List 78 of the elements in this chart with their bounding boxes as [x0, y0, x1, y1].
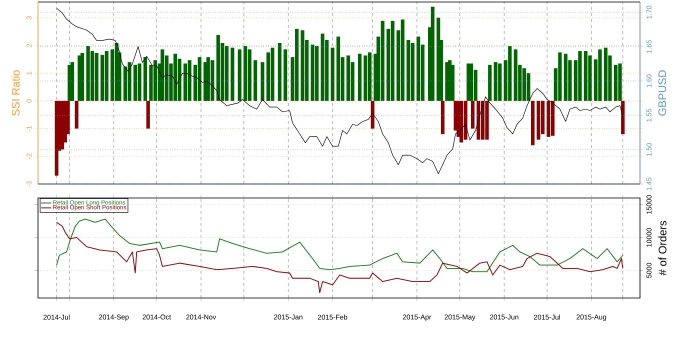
bar [138, 63, 142, 101]
bar [578, 51, 582, 101]
bar [564, 54, 568, 101]
bar [336, 36, 340, 101]
bar [320, 34, 324, 101]
bar [100, 54, 104, 101]
bar [160, 49, 164, 101]
bar [244, 46, 248, 101]
bar [546, 100, 550, 137]
bar [558, 52, 562, 101]
bar [406, 40, 410, 101]
y2-axis-title: GBPUSD [658, 70, 666, 116]
bar [584, 51, 588, 101]
bar [464, 100, 468, 140]
bar [133, 64, 138, 101]
bar [400, 19, 404, 101]
bar [94, 52, 98, 101]
bar [230, 48, 234, 101]
bar [618, 63, 622, 101]
y-axis-title: # of Orders [658, 220, 666, 276]
bar [588, 55, 592, 101]
bar [80, 52, 84, 101]
bar [469, 63, 474, 101]
bar [206, 57, 210, 101]
bar [536, 100, 540, 140]
bar [146, 100, 150, 129]
bar [530, 100, 535, 146]
bar [238, 49, 242, 101]
bar [300, 30, 304, 101]
bar [494, 62, 498, 101]
bar [380, 20, 384, 101]
bar [370, 100, 374, 129]
y-axis-title: SSI Ratio [12, 70, 20, 116]
bar [621, 100, 625, 134]
line-series [56, 8, 624, 174]
bar [270, 48, 274, 101]
bar [346, 55, 350, 101]
bar [254, 60, 258, 101]
bar [188, 60, 192, 101]
bar [310, 44, 314, 101]
bar [70, 62, 74, 101]
bar [364, 55, 368, 101]
line-series [56, 222, 624, 294]
bar [184, 63, 188, 101]
bar [368, 52, 372, 101]
bar [104, 51, 108, 101]
bar [485, 100, 489, 140]
bar [153, 60, 158, 101]
bar [498, 63, 502, 101]
line-series [56, 218, 624, 272]
bar [470, 100, 474, 129]
bar [315, 46, 319, 101]
bar [440, 100, 444, 134]
bar [284, 49, 288, 101]
bar [488, 64, 492, 101]
bar [210, 60, 214, 101]
bar [550, 100, 555, 136]
bar [143, 57, 148, 101]
bar [224, 46, 229, 101]
bar [410, 42, 414, 101]
bar [198, 57, 202, 101]
bar [430, 6, 434, 101]
bar [74, 100, 78, 129]
bar [598, 49, 602, 101]
bar [278, 42, 282, 101]
bar [416, 36, 420, 101]
bar [358, 54, 362, 101]
bar [508, 46, 512, 101]
bar [128, 62, 132, 101]
bar [390, 20, 394, 101]
bar [476, 100, 480, 140]
bar [173, 54, 178, 101]
bar [86, 46, 90, 101]
bar [248, 49, 252, 101]
bar [330, 48, 334, 101]
bar [514, 49, 518, 101]
bar [459, 100, 464, 142]
bar [260, 62, 264, 101]
